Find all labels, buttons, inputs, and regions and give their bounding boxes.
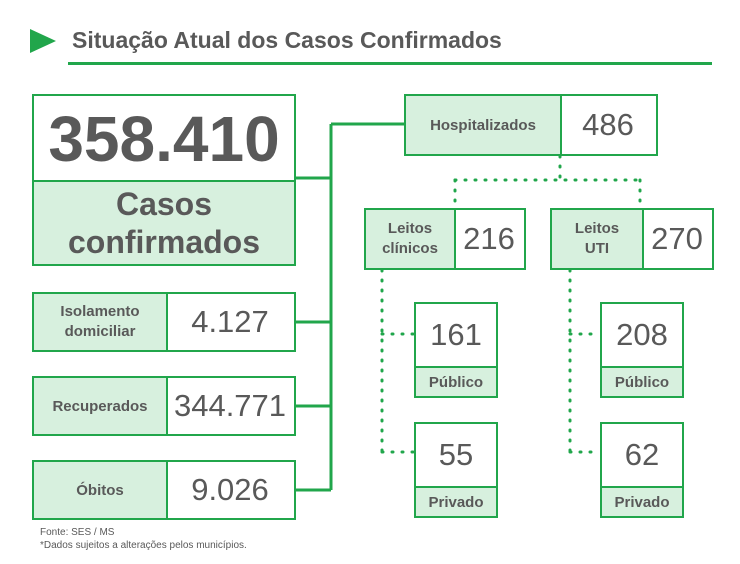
total-cases-value: 358.410 [48, 103, 280, 175]
obitos-box: Óbitos 9.026 [32, 460, 296, 520]
leitos-clinicos-label-line2: clínicos [382, 240, 438, 257]
clinicos-publico-value: 161 [430, 317, 482, 352]
uti-publico-label: Público [600, 366, 684, 398]
footer-note: *Dados sujeitos a alterações pelos munic… [40, 540, 247, 551]
isolamento-value: 4.127 [191, 304, 269, 339]
total-cases-label: Casos confirmados [32, 180, 296, 266]
obitos-value: 9.026 [191, 472, 269, 507]
recuperados-box: Recuperados 344.771 [32, 376, 296, 436]
total-cases-label-line2: confirmados [67, 224, 261, 260]
uti-privado-label: Privado [600, 486, 684, 518]
leitos-clinicos-label-line1: Leitos [387, 220, 433, 237]
leitos-clinicos-box: Leitos clínicos 216 [364, 208, 526, 270]
uti-privado-box: 62 Privado [600, 422, 684, 518]
total-cases-box: 358.410 Casos confirmados [32, 94, 296, 266]
hospitalizados-label: Hospitalizados [404, 94, 562, 156]
clinicos-privado-box: 55 Privado [414, 422, 498, 518]
uti-publico-value: 208 [616, 317, 668, 352]
clinicos-publico-box: 161 Público [414, 302, 498, 398]
isolamento-box: Isolamento domiciliar 4.127 [32, 292, 296, 352]
uti-privado-value: 62 [624, 437, 660, 472]
leitos-uti-value: 270 [651, 221, 703, 256]
total-cases-label-line1: Casos [115, 186, 213, 222]
recuperados-value: 344.771 [173, 388, 287, 423]
obitos-label: Óbitos [32, 460, 168, 520]
clinicos-privado-value: 55 [438, 437, 474, 472]
recuperados-label: Recuperados [32, 376, 168, 436]
title-arrow-icon [30, 29, 56, 53]
clinicos-privado-label: Privado [414, 486, 498, 518]
uti-publico-box: 208 Público [600, 302, 684, 398]
title-divider [68, 62, 712, 65]
hospitalizados-value: 486 [582, 107, 634, 142]
leitos-uti-label-line1: Leitos [574, 220, 620, 237]
clinicos-publico-label: Público [414, 366, 498, 398]
leitos-clinicos-label: Leitos clínicos [364, 208, 456, 270]
leitos-clinicos-value: 216 [463, 221, 515, 256]
isolamento-label-line2: domiciliar [64, 323, 136, 340]
isolamento-label: Isolamento domiciliar [32, 292, 168, 352]
leitos-uti-label: Leitos UTI [550, 208, 644, 270]
isolamento-label-line1: Isolamento [60, 303, 140, 320]
page-title: Situação Atual dos Casos Confirmados [72, 27, 502, 53]
footer-source: Fonte: SES / MS [40, 527, 115, 538]
leitos-uti-box: Leitos UTI 270 [550, 208, 714, 270]
leitos-uti-label-line2: UTI [584, 240, 610, 257]
hospitalizados-box: Hospitalizados 486 [404, 94, 658, 156]
